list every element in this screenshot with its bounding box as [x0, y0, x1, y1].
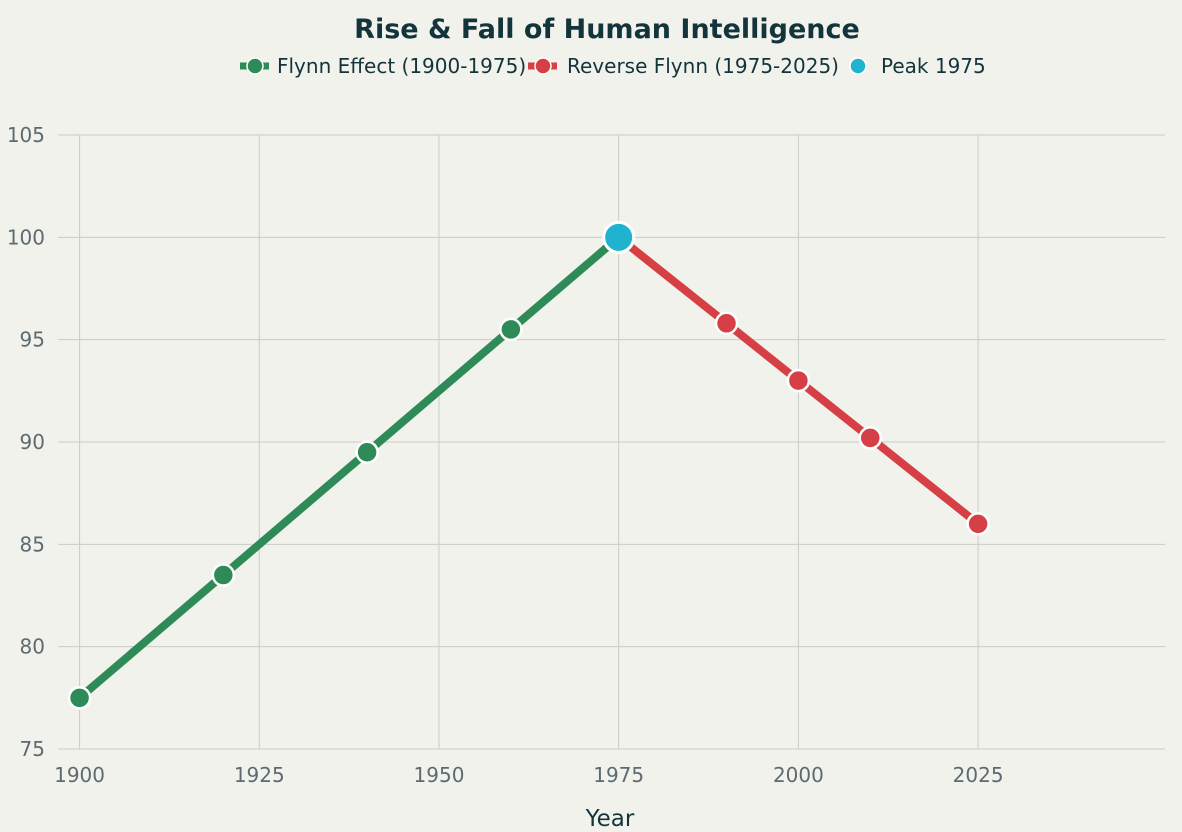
x-tick-label: 1950: [414, 763, 465, 787]
x-tick-label: 1975: [593, 763, 644, 787]
legend-label[interactable]: Peak 1975: [881, 54, 986, 78]
x-tick-label: 1900: [54, 763, 105, 787]
y-tick-label: 95: [20, 328, 45, 352]
legend: Flynn Effect (1900-1975) Reverse Flynn (1…: [240, 54, 986, 78]
legend-label[interactable]: Reverse Flynn (1975-2025): [567, 54, 839, 78]
data-point-1-3[interactable]: [858, 426, 883, 450]
legend-marker-swatch: [849, 57, 867, 75]
data-point-1-1[interactable]: [714, 311, 739, 336]
y-tick-label: 80: [20, 635, 45, 659]
legend-label[interactable]: Flynn Effect (1900-1975): [277, 54, 526, 78]
grid: [58, 134, 1165, 750]
data-point-0-0[interactable]: [67, 686, 92, 710]
y-tick-label: 75: [20, 737, 45, 761]
x-tick-label: 1925: [234, 763, 285, 787]
chart-title: Rise & Fall of Human Intelligence: [354, 14, 860, 45]
data-point-1-2[interactable]: [786, 368, 811, 393]
series-line-0: [76, 234, 622, 701]
data-point-0-1[interactable]: [211, 563, 236, 587]
data-point-0-2[interactable]: [355, 440, 379, 464]
x-axis-label: Year: [585, 806, 635, 832]
series-lines: [76, 234, 981, 701]
y-tick-label: 85: [20, 532, 45, 556]
data-point-1-4[interactable]: [966, 512, 990, 536]
y-tick-label: 90: [20, 430, 45, 454]
x-axis-ticks: 1900 1925 1950 1975 2000 2025: [54, 763, 1003, 787]
x-tick-label: 2000: [773, 763, 824, 787]
x-tick-label: 2025: [953, 763, 1004, 787]
y-tick-label: 105: [7, 123, 45, 147]
y-axis-ticks: 75 80 85 90 95 100 105: [7, 123, 45, 761]
series-points: [67, 220, 990, 710]
legend-marker-swatch: [534, 57, 552, 75]
data-point-0-3[interactable]: [499, 317, 523, 342]
y-tick-label: 100: [7, 225, 45, 249]
peak-point[interactable]: [602, 220, 636, 254]
legend-marker-swatch: [246, 57, 264, 75]
